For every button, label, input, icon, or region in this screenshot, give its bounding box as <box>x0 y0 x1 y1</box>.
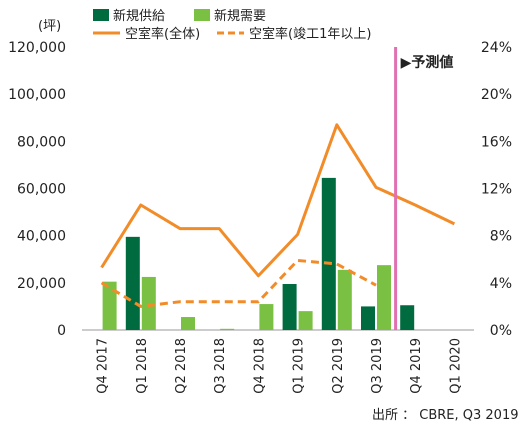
bar-supply <box>361 306 375 330</box>
legend-label-vacancy-total: 空室率(全体) <box>125 26 200 42</box>
left-tick-label: 120,000 <box>8 40 66 56</box>
left-tick-label: 0 <box>57 323 66 339</box>
bar-supply <box>400 305 415 330</box>
bar-demand <box>337 269 352 330</box>
left-tick-label: 40,000 <box>17 229 66 245</box>
bar-demand <box>141 276 156 330</box>
x-tick-label: Q2 2018 <box>174 338 189 394</box>
x-tick-label: Q4 2019 <box>409 338 424 394</box>
x-tick-label: Q1 2019 <box>292 338 307 394</box>
line-vacancy-1yr <box>100 258 377 308</box>
x-tick-label: Q3 2019 <box>370 338 385 394</box>
legend-label-demand: 新規需要 <box>214 8 266 24</box>
y-axis-unit-label: (坪) <box>38 19 61 34</box>
bars <box>102 177 415 330</box>
legend-swatch-demand <box>194 9 210 21</box>
legend-label-vacancy-1yr: 空室率(竣工1年以上) <box>249 26 371 42</box>
x-tick-label: Q1 2020 <box>448 338 463 394</box>
bar-supply <box>125 236 140 330</box>
bar-demand <box>377 265 391 330</box>
x-axis-labels: Q4 2017 Q1 2018 Q2 2018 Q3 2018 Q4 2018 Q1 20… <box>96 338 464 394</box>
forecast-label: ▶予測値 <box>401 54 454 71</box>
right-tick-label: 12% <box>481 182 512 198</box>
right-tick-label: 20% <box>481 87 512 103</box>
source-note: 出所 ： CBRE, Q3 2019 <box>372 408 519 423</box>
x-tick-label: Q4 2017 <box>96 338 111 394</box>
right-axis-ticks: 0% 4% 8% 12% 16% 20% 24% <box>481 40 512 339</box>
x-tick-label: Q2 2019 <box>331 338 346 394</box>
bar-demand <box>220 328 235 330</box>
x-tick-label: Q1 2018 <box>135 338 150 394</box>
bar-demand <box>259 304 274 330</box>
left-tick-label: 20,000 <box>17 276 66 292</box>
left-tick-label: 100,000 <box>8 87 66 103</box>
bar-demand <box>298 311 313 330</box>
x-tick-label: Q4 2018 <box>252 338 267 394</box>
bar-supply <box>321 177 336 330</box>
line-vacancy-total <box>100 123 456 278</box>
legend-label-supply: 新規供給 <box>113 8 165 24</box>
left-tick-label: 80,000 <box>17 134 66 150</box>
right-tick-label: 16% <box>481 134 512 150</box>
right-tick-label: 0% <box>490 323 512 339</box>
bar-demand <box>181 317 195 330</box>
x-tick-label: Q3 2018 <box>213 338 228 394</box>
right-tick-label: 24% <box>481 40 512 56</box>
bar-supply <box>282 284 297 330</box>
bar-demand <box>102 281 117 330</box>
legend-swatch-supply <box>93 9 109 21</box>
legend: 新規供給 新規需要 空室率(全体) 空室率(竣工1年以上) <box>93 8 371 42</box>
left-axis-ticks: 0 20,000 40,000 60,000 80,000 100,000 120,000 <box>8 40 66 339</box>
right-tick-label: 8% <box>490 229 512 245</box>
right-tick-label: 4% <box>490 276 512 292</box>
left-tick-label: 60,000 <box>17 182 66 198</box>
